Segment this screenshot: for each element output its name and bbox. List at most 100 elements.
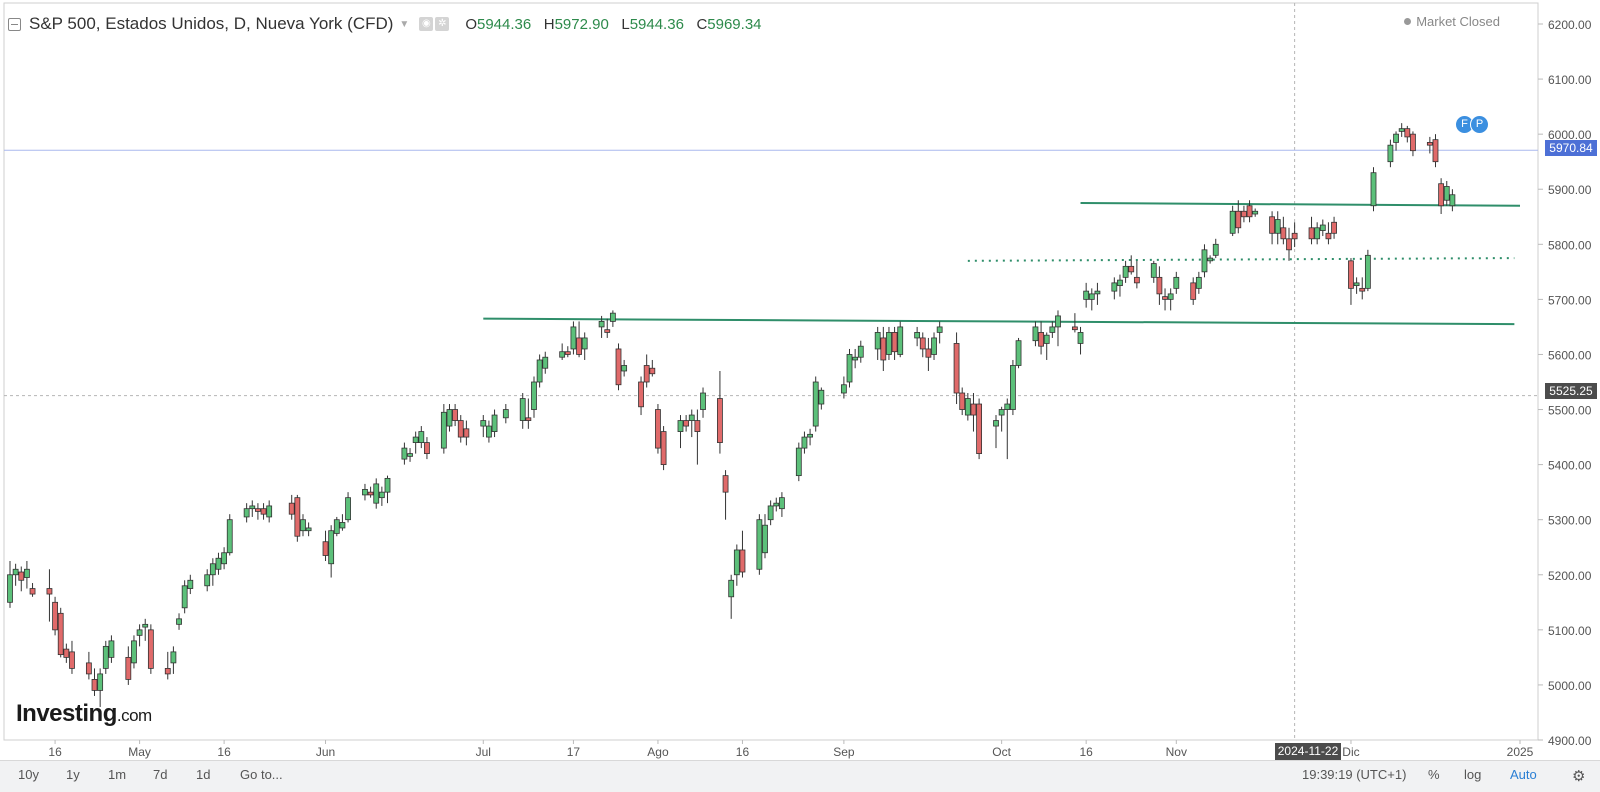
candle-body-down [1325,232,1332,240]
x-tick-label: Jun [316,745,335,759]
candle-body-up [401,447,408,460]
candle-body-up [621,365,628,372]
candle-body-up [418,431,425,443]
y-tick-label: 6000.00 [1548,128,1592,142]
gear-icon[interactable]: ✲ [435,17,450,31]
candle-body-up [1167,293,1174,300]
event-markers[interactable]: F P [1455,115,1489,134]
candle-body-up [333,519,340,534]
axis-layer: 4900.00 5000.00 5100.00 5200.00 5300.00 5400.… [48,18,1591,759]
candle-body-up [491,414,498,432]
candle-body-down [1156,276,1163,295]
resistance-line-lower [483,317,1515,326]
candle-body-down [660,431,667,466]
goto-button[interactable]: Go to... [240,767,283,782]
candle-body-down [1286,238,1292,251]
trendline-layer [483,202,1521,326]
candle-body-up [249,505,256,510]
candle-body-up [914,332,921,339]
collapse-icon[interactable] [8,17,21,31]
candle-body-down [1241,210,1247,218]
clock-time: 19:39:19 (UTC+1) [1302,767,1407,782]
timeframe-1m[interactable]: 1m [108,767,127,782]
timeframe-1y[interactable]: 1y [66,767,80,782]
candle-body-up [1314,227,1321,240]
x-tick-label: Jul [476,745,491,759]
candle-body-up [1393,133,1399,143]
candle-body-down [525,417,532,421]
candle-body-down [463,428,470,438]
candle-body-up [1004,403,1011,410]
candle-body-up [142,623,149,628]
candle-body-down [1331,221,1337,234]
candle-body-up [7,574,13,603]
candle-body-up [1150,263,1157,278]
candle-body-up [12,568,19,576]
candle-body-up [1398,128,1405,132]
chevron-down-icon[interactable]: ▼ [399,18,410,30]
y-tick-label: 6200.00 [1548,18,1592,32]
timeframe-7d[interactable]: 7d [153,767,168,782]
settings-gear-icon[interactable]: ⚙ [1572,768,1586,785]
candle-body-up [1274,219,1281,234]
candle-body-up [840,384,847,394]
candle-body-down [125,656,132,680]
candle-body-down [694,420,701,432]
low-value: 5944.36 [629,15,684,33]
y-tick-label: 5600.00 [1548,348,1592,362]
percent-toggle[interactable]: % [1428,767,1440,782]
candle-body-down [1269,216,1275,234]
candle-body-down [919,337,926,350]
candle-body-up [581,337,588,350]
candle-body-down [649,367,656,375]
candle-body-up [570,326,577,350]
candle-body-down [638,381,644,408]
eye-icon[interactable]: ◉ [419,17,434,31]
candle-body-up [756,519,763,570]
candle-body-up [931,337,937,355]
y-tick-label: 5800.00 [1548,238,1592,252]
candle-body-up [559,351,566,358]
candle-body-down [739,549,746,573]
market-status: Market Closed [1404,14,1500,29]
candle-body-up [221,552,228,565]
candle-body-up [1449,194,1456,207]
candle-body-down [91,679,98,691]
candle-body-down [52,601,58,631]
candle-body-up [812,381,819,427]
candle-body-down [1359,287,1366,292]
candle-body-up [1353,282,1360,287]
candle-body-down [953,343,960,394]
logo-suffix: .com [116,706,152,725]
candle-body-up [136,629,143,636]
candle-body-up [1111,282,1118,292]
close-label: C [696,15,708,33]
candle-body-down [1133,276,1140,284]
candle-body-down [294,497,301,537]
candle-body-up [700,392,706,410]
candle-body-up [24,568,30,578]
timeframe-10y[interactable]: 10y [18,767,39,782]
candle-body-up [936,326,943,333]
candle-body-up [818,389,825,405]
candle-body-up [1117,279,1123,287]
candle-body-up [1088,293,1095,300]
candle-body-up [502,409,509,419]
log-toggle[interactable]: log [1464,767,1482,782]
auto-toggle[interactable]: Auto [1510,767,1537,782]
candle-body-down [367,491,374,496]
candle-body-up [1077,332,1084,344]
candle-body-up [857,345,864,358]
candle-body-down [655,409,661,449]
last-price-tag: 5970.84 [1545,140,1597,156]
timeframe-1d[interactable]: 1d [196,767,211,782]
candle-body-up [1252,210,1259,215]
candle-body-up [1195,276,1202,289]
instrument-title[interactable]: S&P 500, Estados Unidos, D, Nueva York (… [29,14,394,33]
marker-p[interactable]: P [1470,115,1489,134]
candle-body-up [1364,254,1371,289]
candles-layer [7,123,1456,707]
candle-body-up [1094,290,1101,295]
candle-body-up [886,332,892,355]
